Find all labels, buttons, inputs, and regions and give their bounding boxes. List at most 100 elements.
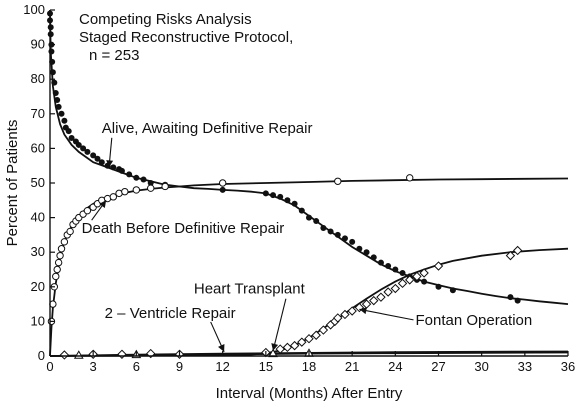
death-before-definitive-repair-point	[132, 186, 141, 194]
alive-awaiting-definitive-repair-point	[277, 193, 284, 200]
alive-awaiting-definitive-repair-point	[118, 167, 125, 174]
chart-title-line-2: Staged Reconstructive Protocol,	[79, 29, 293, 46]
x-tick-label: 33	[518, 359, 532, 374]
y-axis-title: Percent of Patients	[4, 120, 21, 247]
fontan-operation-point	[347, 306, 357, 316]
axis-ticks: 0 3 6 9 12 15 18 21 24 27 30 33 36010203040506070809…	[23, 2, 575, 374]
alive-awaiting-definitive-repair-point	[306, 214, 312, 221]
alive-awaiting-definitive-repair-point	[370, 254, 377, 261]
alive-awaiting-definitive-repair-point	[47, 31, 54, 38]
alive-awaiting-definitive-repair-point	[54, 96, 61, 103]
death-before-definitive-repair-point	[334, 177, 342, 185]
y-tick-label: 0	[38, 348, 45, 363]
fontan-operation-point	[419, 268, 429, 278]
alive-awaiting-definitive-repair-point	[507, 294, 514, 301]
fontan-operation-point	[59, 350, 70, 360]
alive-awaiting-definitive-repair-point	[421, 278, 428, 285]
fontan-operation-point	[282, 342, 293, 353]
alive-awaiting-definitive-repair-point	[52, 90, 59, 97]
alive-awaiting-definitive-repair-point	[270, 192, 277, 199]
alive-awaiting-definitive-repair-point	[98, 159, 105, 166]
fontan-operation-point	[512, 245, 523, 256]
x-axis-title: Interval (Months) After Entry	[216, 385, 403, 402]
alive-awaiting-definitive-repair-point	[126, 171, 133, 178]
fontan-operation-point	[117, 349, 127, 359]
y-tick-label: 10	[31, 313, 45, 328]
death-before-definitive-repair-point	[406, 174, 414, 182]
fontan-operation-point	[369, 295, 379, 306]
death-before-definitive-repair-point	[53, 265, 61, 274]
death-before-definitive-repair-point	[161, 182, 169, 191]
x-tick-label: 21	[345, 359, 359, 374]
alive-awaiting-definitive-repair-point	[385, 263, 392, 270]
x-tick-label: 36	[561, 359, 575, 374]
x-tick-label: 27	[431, 359, 445, 374]
death-before-definitive-repair-point	[109, 193, 118, 201]
alive-awaiting-definitive-repair-point	[84, 148, 91, 155]
fontan-operation-curve	[49, 247, 569, 357]
y-tick-label: 100	[23, 2, 45, 17]
death-before-definitive-repair-point	[54, 258, 63, 267]
alive-awaiting-definitive-repair-point	[399, 269, 406, 276]
x-tick-label: 3	[90, 359, 97, 374]
alive-awaiting-definitive-repair-point	[298, 207, 305, 214]
fontan-operation-point	[383, 287, 393, 297]
chart-title-line-1: Competing Risks Analysis	[79, 11, 252, 28]
x-tick-label: 18	[302, 359, 316, 374]
fontan-operation-label: Fontan Operation	[415, 312, 532, 329]
x-tick-label: 0	[46, 359, 53, 374]
fontan-operation-point	[433, 261, 444, 271]
alive-awaiting-definitive-repair-point	[140, 176, 147, 183]
death-before-definitive-repair-point	[218, 179, 227, 187]
alive-awaiting-definitive-repair-point	[219, 186, 226, 193]
y-tick-label: 20	[31, 279, 45, 294]
y-tick-label: 30	[31, 244, 45, 259]
alive-awaiting-definitive-repair-point	[94, 155, 101, 162]
fontan-operation-point	[333, 313, 343, 323]
death-before-definitive-repair-point	[83, 206, 92, 215]
x-tick-label: 24	[388, 359, 402, 374]
2-ventricle-repair-label: 2 – Ventricle Repair	[105, 305, 236, 322]
arrowhead-icon	[271, 343, 279, 351]
fontan-operation-point	[405, 275, 415, 285]
arrowhead-icon	[218, 344, 225, 352]
annotations: Alive, Awaiting Definitive Repair Death B…	[82, 120, 532, 353]
death-before-definitive-repair-curve	[49, 177, 569, 357]
alive-awaiting-definitive-repair-point	[377, 259, 384, 266]
heart-transplant-arrow-line	[272, 298, 287, 351]
y-tick-label: 60	[31, 140, 45, 155]
alive-awaiting-definitive-repair-point	[65, 128, 72, 135]
x-tick-label: 6	[133, 359, 140, 374]
alive-awaiting-definitive-repair-point	[58, 110, 65, 117]
alive-awaiting-definitive-repair-point	[320, 224, 327, 231]
arrowhead-icon	[359, 307, 367, 315]
fontan-operation-point	[275, 344, 285, 354]
fontan-operation-point	[376, 292, 386, 302]
alive-awaiting-definitive-repair-point	[47, 24, 54, 31]
fontan-operation-point	[505, 250, 516, 261]
alive-awaiting-definitive-repair-point	[90, 152, 97, 159]
arrowhead-icon	[99, 200, 107, 209]
alive-awaiting-definitive-repair-point	[435, 283, 442, 290]
alive-awaiting-definitive-repair-point	[133, 174, 140, 181]
fontan-operation-point	[318, 325, 329, 335]
death-before-definitive-repair-point	[60, 238, 69, 246]
alive-awaiting-definitive-repair-point	[341, 235, 348, 242]
alive-awaiting-definitive-repair-point	[363, 249, 370, 256]
x-tick-label: 30	[474, 359, 488, 374]
x-tick-label: 12	[215, 359, 229, 374]
fontan-operation-point	[289, 340, 300, 351]
y-tick-label: 50	[31, 175, 45, 190]
alive-awaiting-definitive-repair-point	[147, 180, 154, 186]
alive-awaiting-definitive-repair-label: Alive, Awaiting Definitive Repair	[102, 120, 313, 137]
y-tick-label: 40	[31, 210, 45, 225]
fontan-operation-point	[397, 278, 408, 289]
y-tick-label: 90	[31, 37, 45, 52]
alive-awaiting-definitive-repair-point	[75, 141, 82, 148]
y-tick-label: 80	[31, 71, 45, 86]
y-tick-label: 70	[31, 106, 45, 121]
alive-awaiting-definitive-repair-point	[110, 164, 117, 171]
arrowhead-icon	[106, 160, 114, 168]
heart-transplant-label: Heart Transplant	[194, 281, 306, 298]
alive-awaiting-definitive-repair-point	[392, 266, 399, 273]
